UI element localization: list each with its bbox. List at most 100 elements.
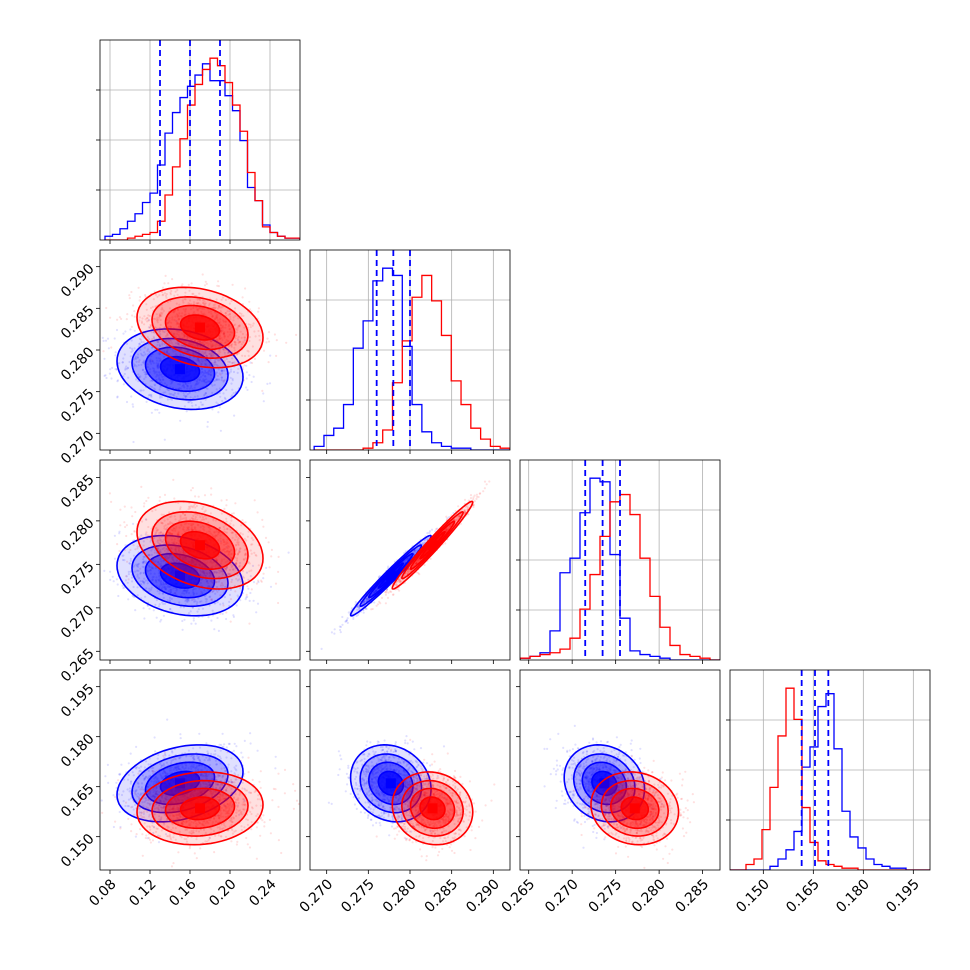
scatter-point — [238, 550, 241, 554]
scatter-point — [158, 326, 161, 329]
scatter-point — [125, 318, 128, 321]
scatter-point — [188, 342, 191, 345]
scatter-point — [200, 403, 203, 406]
scatter-point — [220, 376, 223, 379]
scatter-point — [116, 380, 119, 383]
scatter-point — [269, 354, 272, 357]
scatter-point — [159, 550, 162, 554]
scatter-point — [183, 345, 186, 348]
scatter-point — [243, 537, 246, 541]
scatter-point — [171, 348, 174, 351]
scatter-point — [208, 530, 211, 533]
scatter-point — [231, 379, 234, 382]
scatter-point — [158, 373, 161, 376]
scatter-point — [211, 343, 214, 346]
scatter-point — [218, 387, 221, 390]
scatter-point — [202, 394, 206, 397]
scatter-point — [177, 543, 180, 546]
scatter-point — [226, 330, 229, 334]
scatter-point — [240, 343, 243, 346]
scatter-point — [257, 307, 260, 310]
scatter-point — [169, 591, 172, 594]
scatter-point — [200, 375, 203, 378]
scatter-point — [225, 611, 228, 614]
scatter-point — [142, 389, 145, 392]
scatter-point — [168, 339, 171, 342]
scatter-point — [218, 338, 221, 341]
scatter-point — [164, 524, 167, 527]
scatter-point — [386, 596, 390, 600]
scatter-point — [138, 337, 141, 340]
scatter-point — [252, 599, 255, 602]
scatter-point — [220, 569, 223, 572]
scatter-point — [179, 516, 182, 519]
scatter-point — [198, 292, 201, 295]
scatter-point — [140, 534, 143, 537]
scatter-point — [227, 335, 230, 338]
scatter-point — [141, 579, 144, 583]
scatter-point — [160, 579, 163, 582]
scatter-point — [191, 486, 194, 490]
scatter-point — [248, 622, 251, 625]
scatter-point — [198, 349, 201, 352]
scatter-point — [166, 334, 169, 337]
scatter-point — [219, 306, 222, 309]
scatter-point — [213, 531, 216, 534]
scatter-point — [192, 352, 195, 355]
scatter-point — [154, 603, 157, 606]
scatter-point — [240, 336, 243, 339]
scatter-point — [265, 341, 268, 344]
scatter-point — [129, 570, 132, 573]
scatter-point — [202, 527, 205, 531]
scatter-point — [143, 572, 146, 575]
scatter-point — [226, 310, 229, 313]
scatter-point — [236, 579, 239, 582]
scatter-point — [161, 522, 164, 525]
scatter-point — [213, 628, 216, 631]
scatter-point — [217, 580, 220, 583]
scatter-point — [202, 565, 205, 568]
scatter-point — [164, 294, 167, 297]
scatter-point — [234, 337, 237, 340]
scatter-point — [230, 345, 233, 348]
scatter-point — [262, 577, 265, 580]
scatter-point — [196, 340, 199, 343]
scatter-point — [244, 287, 247, 290]
scatter-point — [103, 569, 106, 573]
scatter-point — [177, 549, 180, 552]
scatter-point — [167, 586, 171, 589]
scatter-point — [225, 550, 229, 553]
scatter-point — [108, 492, 111, 495]
scatter-point — [134, 570, 137, 573]
scatter-point — [139, 389, 142, 392]
scatter-point — [277, 555, 280, 559]
scatter-point — [139, 375, 142, 378]
scatter-point — [230, 566, 233, 569]
scatter-point — [248, 336, 252, 339]
scatter-point — [142, 354, 145, 357]
scatter-point — [218, 337, 221, 340]
scatter-point — [218, 335, 221, 338]
scatter-point — [206, 425, 209, 428]
scatter-point — [178, 555, 182, 559]
scatter-point — [147, 314, 150, 317]
scatter-point — [123, 372, 126, 376]
scatter-point — [135, 365, 138, 368]
scatter-point — [133, 347, 136, 350]
scatter-point — [169, 532, 172, 535]
scatter-point — [162, 391, 165, 394]
scatter-point — [216, 601, 219, 604]
scatter-point — [257, 581, 260, 584]
scatter-point — [205, 580, 208, 583]
scatter-point — [156, 321, 159, 324]
scatter-point — [183, 334, 186, 337]
scatter-point — [191, 344, 194, 347]
scatter-point — [197, 359, 200, 362]
scatter-point — [157, 547, 160, 551]
scatter-point — [118, 530, 121, 533]
y-tick-label: 0.270 — [58, 602, 98, 642]
scatter-point — [236, 574, 240, 577]
scatter-point — [209, 374, 212, 377]
scatter-point — [191, 517, 194, 520]
scatter-point — [179, 354, 182, 357]
